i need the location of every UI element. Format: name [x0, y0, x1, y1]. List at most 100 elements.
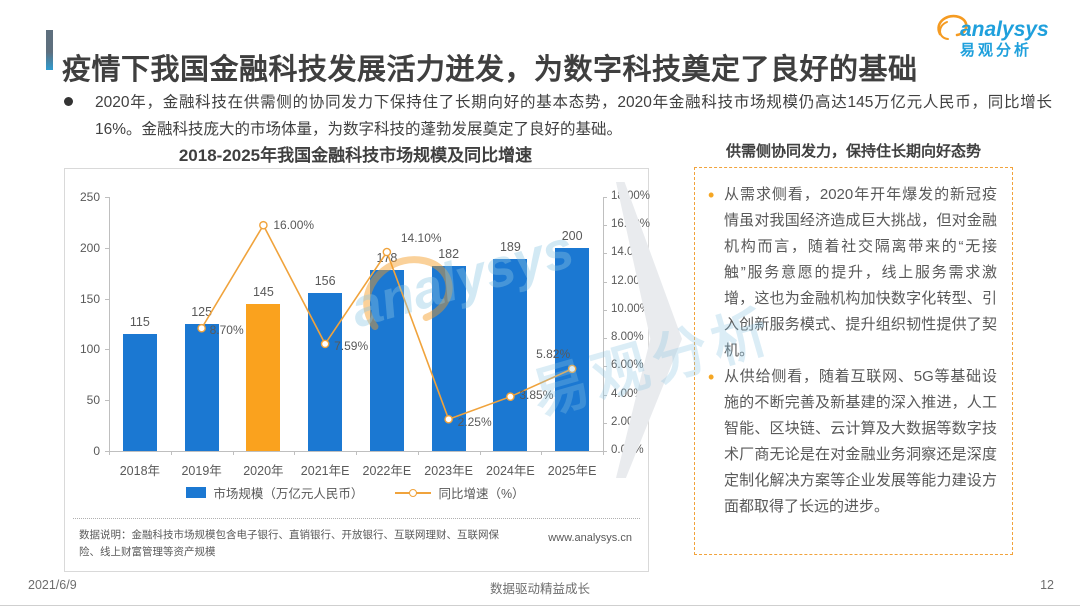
line-marker [444, 414, 453, 424]
panel-bullet-text: 从供给侧看，随着互联网、5G等基础设施的不断完善及新基建的深入推进，人工智能、区… [724, 368, 997, 515]
logo-brand-cn: 易观分析 [960, 42, 1033, 60]
legend-item-bars: 市场规模（万亿元人民币） [186, 483, 363, 502]
x-axis-category-label: 2018年 [119, 464, 161, 478]
line-marker [506, 392, 515, 401]
bottom-tick [356, 451, 357, 455]
logo-text: analysys 易观分析 [960, 18, 1049, 60]
website-link: www.analysys.cn [548, 532, 632, 544]
chart-plot: 0501001502002500.00%2.00%4.00%6.00%8.00%… [65, 169, 651, 571]
market-scale-bar [308, 292, 343, 451]
bar-value-label: 182 [438, 247, 460, 262]
intro-bullet: 2020年，金融科技在供需侧的协同发力下保持住了长期向好的基本态势，2020年金… [64, 89, 1052, 143]
panel-bullet-text: 从需求侧看，2020年开年爆发的新冠疫情虽对我国经济造成巨大挑战，但对金融机构而… [724, 186, 997, 359]
logo-brand-text: analysys [960, 18, 1049, 41]
chart-footnote: 数据说明：金融科技市场规模包含电子银行、直销银行、开放银行、互联网理财、互联网保… [79, 529, 499, 558]
bar-value-label: 178 [376, 251, 398, 266]
right-tick [603, 253, 607, 255]
growth-value-label: 5.82% [536, 346, 571, 361]
x-axis-category-label: 2025年E [547, 464, 597, 478]
growth-value-label: 2.25% [457, 415, 492, 430]
line-marker [259, 220, 268, 230]
title-accent-bar [46, 30, 53, 70]
left-tick [105, 197, 109, 198]
y-axis-tick-label: 10.00% [611, 302, 651, 315]
bottom-tick [541, 451, 543, 455]
bar-value-label: 200 [561, 228, 583, 243]
right-tick [603, 451, 607, 452]
market-scale-bar [246, 303, 281, 451]
y-axis-tick-label: 0 [93, 444, 100, 458]
market-scale-bar [493, 258, 528, 451]
chart-box: 0501001502002500.00%2.00%4.00%6.00%8.00%… [64, 168, 651, 572]
x-axis-category-label: 2024年E [486, 464, 535, 478]
y-axis-left [109, 197, 110, 451]
y-axis-tick-label: 6.00% [611, 359, 644, 372]
right-tick [603, 197, 607, 198]
x-axis-category-label: 2021年E [300, 464, 350, 478]
bottom-tick [417, 451, 419, 455]
growth-value-label: 7.59% [334, 338, 369, 353]
legend-bar-swatch [186, 487, 207, 498]
left-tick [105, 247, 109, 249]
logo: analysys 易观分析 [934, 14, 1066, 68]
footnote-divider [73, 518, 640, 519]
bottom-tick [294, 451, 296, 455]
bottom-tick [479, 451, 481, 455]
right-tick [603, 309, 607, 311]
y-axis-right [603, 197, 604, 451]
x-axis-category-label: 2023年E [424, 464, 473, 478]
left-tick [105, 451, 109, 452]
market-scale-bar [184, 324, 219, 451]
bottom-tick [232, 451, 234, 455]
right-tick [603, 281, 607, 283]
legend-line-swatch [395, 488, 432, 497]
legend-line-label: 同比增速（%） [438, 487, 525, 501]
line-marker [382, 247, 392, 257]
growth-value-label: 3.85% [519, 387, 554, 402]
x-axis-category-label: 2019年 [181, 464, 222, 478]
right-tick [603, 225, 607, 227]
bottom-tick [170, 451, 172, 455]
growth-line [197, 220, 577, 424]
y-axis-tick-label: 4.00% [611, 387, 644, 400]
line-marker [567, 364, 577, 374]
footer-slogan: 数据驱动精益成长 [489, 582, 590, 596]
panel-title: 供需侧协同发力，保持住长期向好态势 [725, 143, 981, 160]
y-axis-tick-label: 50 [86, 393, 100, 408]
right-tick [603, 422, 607, 424]
market-scale-bar [369, 270, 404, 451]
chart-legend: 市场规模（万亿元人民币） 同比增速（%） [65, 483, 646, 502]
legend-item-line: 同比增速（%） [395, 483, 525, 502]
y-axis-tick-label: 100 [79, 342, 100, 357]
growth-value-label: 14.10% [400, 231, 442, 246]
panel-bullet: • 从需求侧看，2020年开年爆发的新冠疫情虽对我国经济造成巨大挑战，但对金融机… [708, 182, 997, 364]
right-tick [603, 338, 607, 340]
bar-value-label: 189 [499, 239, 521, 254]
left-tick [105, 349, 109, 351]
panel-bullet-dot-icon: • [708, 185, 715, 205]
market-scale-bar [122, 334, 157, 451]
right-tick [603, 366, 607, 368]
line-marker [197, 323, 206, 333]
bar-value-label: 115 [129, 315, 150, 330]
legend-bar-label: 市场规模（万亿元人民币） [213, 487, 364, 501]
footer-date: 2021/6/9 [28, 578, 77, 592]
left-tick [105, 400, 109, 402]
bottom-tick [109, 451, 110, 455]
chart-title: 2018-2025年我国金融科技市场规模及同比增速 [178, 146, 533, 165]
y-axis-tick-label: 8.00% [611, 331, 644, 344]
market-scale-bar [555, 247, 590, 451]
growth-value-label: 8.70% [209, 323, 244, 338]
footer-page-number: 12 [1040, 578, 1054, 592]
bar-value-label: 156 [314, 273, 336, 288]
bar-value-label: 145 [252, 284, 274, 299]
x-axis-category-label: 2022年E [362, 464, 412, 478]
y-axis-tick-label: 200 [79, 240, 100, 255]
right-tick [603, 394, 607, 396]
y-axis-tick-label: 150 [79, 291, 100, 306]
panel-bullet-dot-icon: • [708, 367, 715, 387]
bottom-border [0, 605, 1080, 606]
line-marker [320, 339, 330, 349]
page-title: 疫情下我国金融科技发展活力迸发，为数字科技奠定了良好的基础 [62, 54, 918, 87]
